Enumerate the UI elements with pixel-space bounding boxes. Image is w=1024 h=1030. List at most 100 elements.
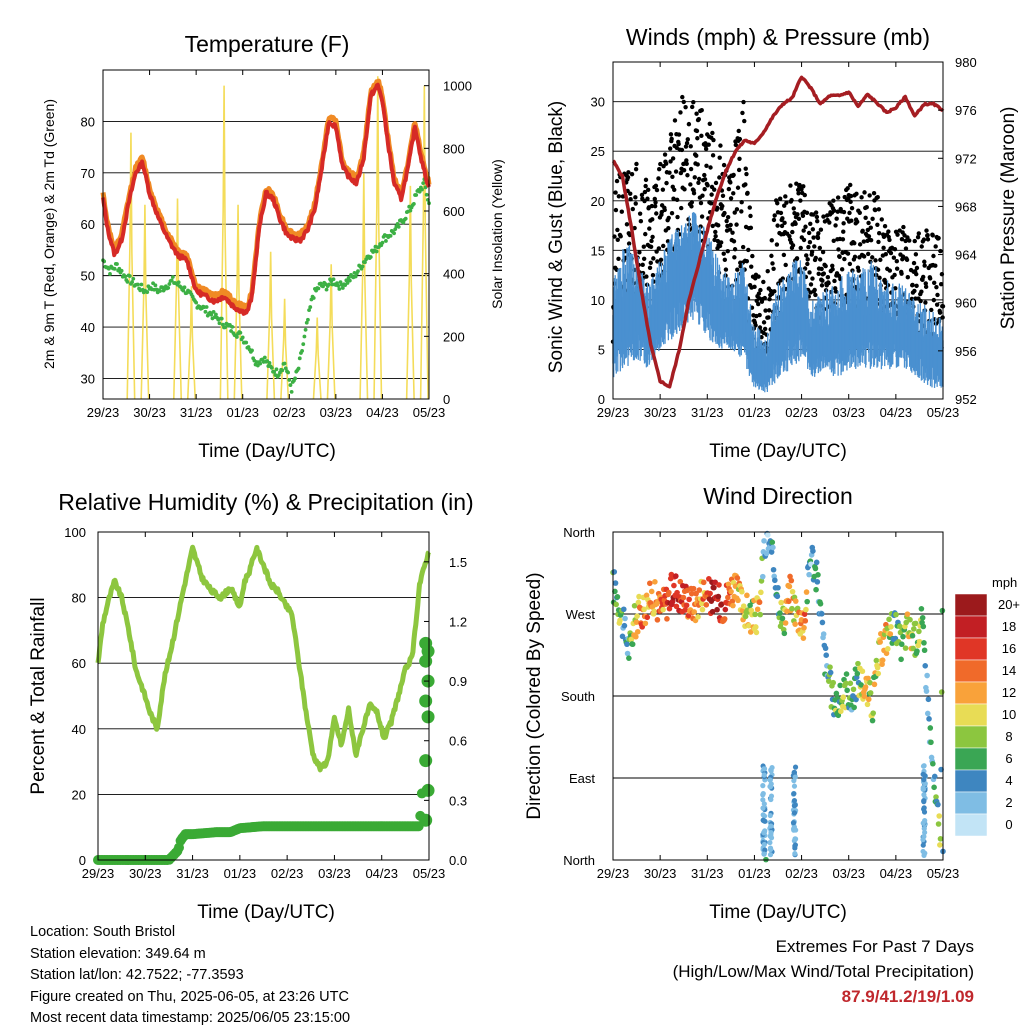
wind-direction-point xyxy=(703,602,710,608)
wind-direction-point xyxy=(931,773,938,780)
wind-direction-point xyxy=(765,532,771,538)
gust-point xyxy=(857,242,863,247)
gust-point xyxy=(708,165,713,170)
winds-title: Winds (mph) & Pressure (mb) xyxy=(626,24,930,50)
wind-direction-point xyxy=(671,582,677,589)
speed-colorbar: mph 20+ 18 16 14 12 10 8 6 4 2 0 xyxy=(954,575,1020,837)
dewpoint-point xyxy=(301,342,306,347)
gust-point xyxy=(831,198,836,203)
x-tick-label: 03/23 xyxy=(832,866,865,881)
gust-point xyxy=(850,268,855,273)
gust-point xyxy=(717,175,722,180)
wind-direction-point xyxy=(770,566,777,573)
relative-humidity-line xyxy=(95,544,432,773)
gust-point xyxy=(669,136,674,142)
wind-direction-point xyxy=(734,575,741,581)
wind-direction-point xyxy=(916,638,923,645)
gust-point xyxy=(763,308,768,313)
x-tick-label: 04/23 xyxy=(366,405,399,420)
gust-point xyxy=(734,222,739,227)
gust-point xyxy=(861,254,867,259)
dewpoint-point xyxy=(340,286,345,290)
gust-point xyxy=(784,200,789,205)
gust-point xyxy=(831,208,837,213)
gust-point xyxy=(713,180,719,186)
gust-point xyxy=(660,187,666,192)
gust-point xyxy=(684,158,689,163)
humidity-plot-frame xyxy=(97,531,430,861)
gust-point xyxy=(722,210,727,216)
gust-point xyxy=(706,142,711,147)
gust-point xyxy=(772,213,777,218)
precipitation-point xyxy=(419,694,433,708)
gust-point xyxy=(922,263,927,268)
x-tick-label: 30/23 xyxy=(644,405,677,420)
wind-direction-point xyxy=(792,621,798,627)
gust-point xyxy=(816,271,821,276)
gust-point xyxy=(840,237,846,242)
wind-direction-point xyxy=(867,679,873,686)
gust-point xyxy=(633,166,639,172)
gust-point xyxy=(684,140,690,146)
gust-point xyxy=(683,144,689,149)
y-tick-label-right: 400 xyxy=(443,267,465,282)
gust-point xyxy=(847,210,852,216)
wind-direction-point xyxy=(900,633,906,640)
colorbar-swatch xyxy=(954,659,988,683)
wind-direction-point xyxy=(935,821,942,827)
wind-direction-point xyxy=(909,632,916,639)
wind-direction-point xyxy=(791,769,798,776)
colorbar-swatch xyxy=(954,637,988,661)
gust-point xyxy=(802,192,807,198)
wind-direction-point xyxy=(730,602,736,609)
gust-point xyxy=(808,282,814,287)
gust-point xyxy=(782,220,787,226)
wind-direction-point xyxy=(928,739,934,746)
y-tick-label-right: 956 xyxy=(955,344,977,359)
wind-direction-point xyxy=(869,717,876,724)
wind-direction-point xyxy=(933,794,939,800)
gust-point xyxy=(725,223,730,229)
elevation-text: Station elevation: 349.64 m xyxy=(30,945,206,962)
wind-direction-point xyxy=(919,614,926,621)
dewpoint-point xyxy=(380,240,385,245)
wind-direction-point xyxy=(893,611,899,618)
wind-direction-point xyxy=(758,578,765,584)
wind-direction-point xyxy=(935,801,941,808)
gust-point xyxy=(726,186,732,192)
gust-point xyxy=(839,267,845,272)
gust-point xyxy=(894,259,899,264)
gust-point xyxy=(841,221,846,226)
wind-direction-point xyxy=(760,805,766,811)
dewpoint-point xyxy=(388,233,393,238)
wind-direction-point xyxy=(666,589,672,596)
x-tick-label: 29/23 xyxy=(87,405,120,420)
gust-point xyxy=(848,199,853,205)
wind-direction-point xyxy=(768,829,774,836)
colorbar-label: 8 xyxy=(1005,729,1012,744)
gust-point xyxy=(715,238,721,244)
wind-direction-point xyxy=(761,841,767,848)
wind-direction-point xyxy=(938,766,944,773)
temperature-title: Temperature (F) xyxy=(185,31,350,57)
wind-direction-point xyxy=(819,619,826,626)
y-tick-label-left: 20 xyxy=(591,194,605,209)
gust-point xyxy=(892,272,897,278)
gust-point xyxy=(759,334,764,340)
wind-direction-point xyxy=(870,710,876,716)
wind-direction-point xyxy=(871,681,878,688)
wind-direction-point xyxy=(922,662,929,669)
gust-point xyxy=(813,210,819,215)
gust-point xyxy=(769,253,774,259)
dewpoint-point xyxy=(347,278,352,283)
gust-point xyxy=(702,177,708,182)
gust-point xyxy=(930,233,935,238)
wind-direction-point xyxy=(924,672,930,679)
wind-direction-point xyxy=(792,851,798,857)
gust-point xyxy=(921,237,927,242)
gust-point xyxy=(688,166,694,172)
dewpoint-point xyxy=(223,325,228,330)
gust-point xyxy=(756,301,761,307)
gust-point xyxy=(823,263,828,269)
gust-point xyxy=(744,258,750,264)
